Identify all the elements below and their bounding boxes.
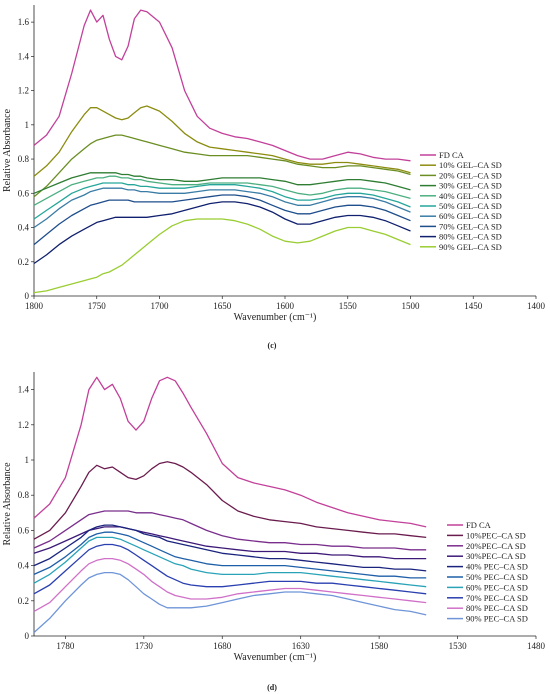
y-tick-label: 0.6 bbox=[18, 188, 30, 198]
legend-label: 10%PEC–CA SD bbox=[466, 530, 526, 540]
y-tick-label: 0 bbox=[25, 631, 30, 641]
y-tick-label: 0 bbox=[25, 291, 30, 301]
series-line-c-2 bbox=[33, 105, 411, 177]
y-tick-label: 1 bbox=[25, 455, 30, 465]
series-line-d-3 bbox=[33, 510, 427, 551]
y-tick-label: 0.8 bbox=[18, 154, 30, 164]
x-tick-label: 1750 bbox=[88, 301, 107, 311]
x-tick-label: 1600 bbox=[276, 301, 295, 311]
legend-label: 50% PEC–CA SD bbox=[466, 572, 528, 582]
x-tick-label: 1630 bbox=[292, 641, 311, 651]
series-line-c-8 bbox=[33, 194, 411, 246]
x-tick-label: 1450 bbox=[464, 301, 483, 311]
x-tick-label: 1530 bbox=[449, 641, 468, 651]
series-line-d-10 bbox=[33, 571, 427, 633]
legend-label: 40% GEL–CA SD bbox=[439, 191, 502, 201]
legend-label: 90% GEL–CA SD bbox=[439, 242, 502, 252]
series-line-d-9 bbox=[33, 557, 427, 612]
chart-panel-d: 0 0.2 0.4 0.6 0.8 1 1.2 1.4 1780 1730 1680 1630 1580… bbox=[2, 372, 546, 663]
y-axis-label: Relative Absorbance bbox=[2, 462, 13, 546]
x-tick-label: 1500 bbox=[402, 301, 421, 311]
legend-label: FD CA bbox=[439, 150, 465, 160]
series-line-d-6 bbox=[33, 531, 427, 579]
x-tick-label: 1550 bbox=[339, 301, 358, 311]
y-tick-label: 1.2 bbox=[18, 86, 29, 96]
legend-label: 30%PEC–CA SD bbox=[466, 551, 526, 561]
y-tick-label: 1 bbox=[25, 120, 30, 130]
series-line-d-4 bbox=[33, 526, 427, 560]
panel-label-d: (d) bbox=[267, 683, 277, 692]
series-line-c-3 bbox=[33, 134, 411, 198]
y-tick-label: 1.6 bbox=[18, 17, 30, 27]
y-tick-label: 0.8 bbox=[18, 490, 30, 500]
series-line-d-7 bbox=[33, 536, 427, 588]
series-line-c-1 bbox=[33, 9, 411, 162]
series-line-d-8 bbox=[33, 543, 427, 595]
legend-label: 50% GEL–CA SD bbox=[439, 201, 502, 211]
x-tick-label: 1780 bbox=[56, 641, 75, 651]
series-line-d-1 bbox=[33, 376, 427, 528]
legend-label: 20%PEC–CA SD bbox=[466, 541, 526, 551]
x-tick-label: 1650 bbox=[213, 301, 232, 311]
legend-label: 40% PEC–CA SD bbox=[466, 562, 528, 572]
y-tick-label: 1.4 bbox=[18, 385, 30, 395]
legend-label: 10% GEL–CA SD bbox=[439, 160, 502, 170]
y-tick-label: 0.2 bbox=[18, 257, 29, 267]
x-tick-label: 1700 bbox=[151, 301, 170, 311]
legend-label: 90% PEC–CA SD bbox=[466, 614, 528, 624]
series-line-c-10 bbox=[33, 218, 411, 294]
series-line-c-4 bbox=[33, 172, 411, 194]
y-tick-label: 0.4 bbox=[18, 561, 30, 571]
legend-label: 80% GEL–CA SD bbox=[439, 232, 502, 242]
chart-panel-c: 0 0.2 0.4 0.6 0.8 1 1.2 1.4 1.6 1800 1750 1700 1650 1… bbox=[2, 5, 546, 323]
series-line-c-6 bbox=[33, 182, 411, 220]
legend-label: 20% GEL–CA SD bbox=[439, 170, 502, 180]
x-tick-label: 1730 bbox=[135, 641, 154, 651]
y-axis-label: Relative Absorbance bbox=[2, 108, 13, 192]
legend-label: 70% PEC–CA SD bbox=[466, 593, 528, 603]
y-tick-label: 0.2 bbox=[18, 596, 29, 606]
y-tick-label: 0.6 bbox=[18, 525, 30, 535]
legend-label: 60% GEL–CA SD bbox=[439, 211, 502, 221]
x-axis-label: Wavenumber (cm⁻¹) bbox=[234, 652, 317, 663]
legend-label: FD CA bbox=[466, 520, 492, 530]
x-tick-label: 1800 bbox=[25, 301, 44, 311]
series-line-c-9 bbox=[33, 201, 411, 265]
x-tick-label: 1680 bbox=[213, 641, 232, 651]
series-line-c-7 bbox=[33, 187, 411, 229]
x-tick-label: 1400 bbox=[527, 301, 546, 311]
panel-label-c: (c) bbox=[268, 341, 277, 350]
series-line-d-2 bbox=[33, 461, 427, 540]
y-tick-label: 1.4 bbox=[18, 51, 30, 61]
x-tick-label: 1580 bbox=[370, 641, 389, 651]
legend-label: 70% GEL–CA SD bbox=[439, 221, 502, 231]
legend-label: 80% PEC–CA SD bbox=[466, 603, 528, 613]
legend-label: 30% GEL–CA SD bbox=[439, 181, 502, 191]
series-line-c-5 bbox=[33, 175, 411, 206]
x-tick-label: 1480 bbox=[527, 641, 546, 651]
y-tick-label: 0.4 bbox=[18, 223, 30, 233]
series-line-d-5 bbox=[33, 524, 427, 572]
legend-label: 60% PEC–CA SD bbox=[466, 582, 528, 592]
x-axis-label: Wavenumber (cm⁻¹) bbox=[234, 312, 317, 323]
y-tick-label: 1.2 bbox=[18, 420, 29, 430]
